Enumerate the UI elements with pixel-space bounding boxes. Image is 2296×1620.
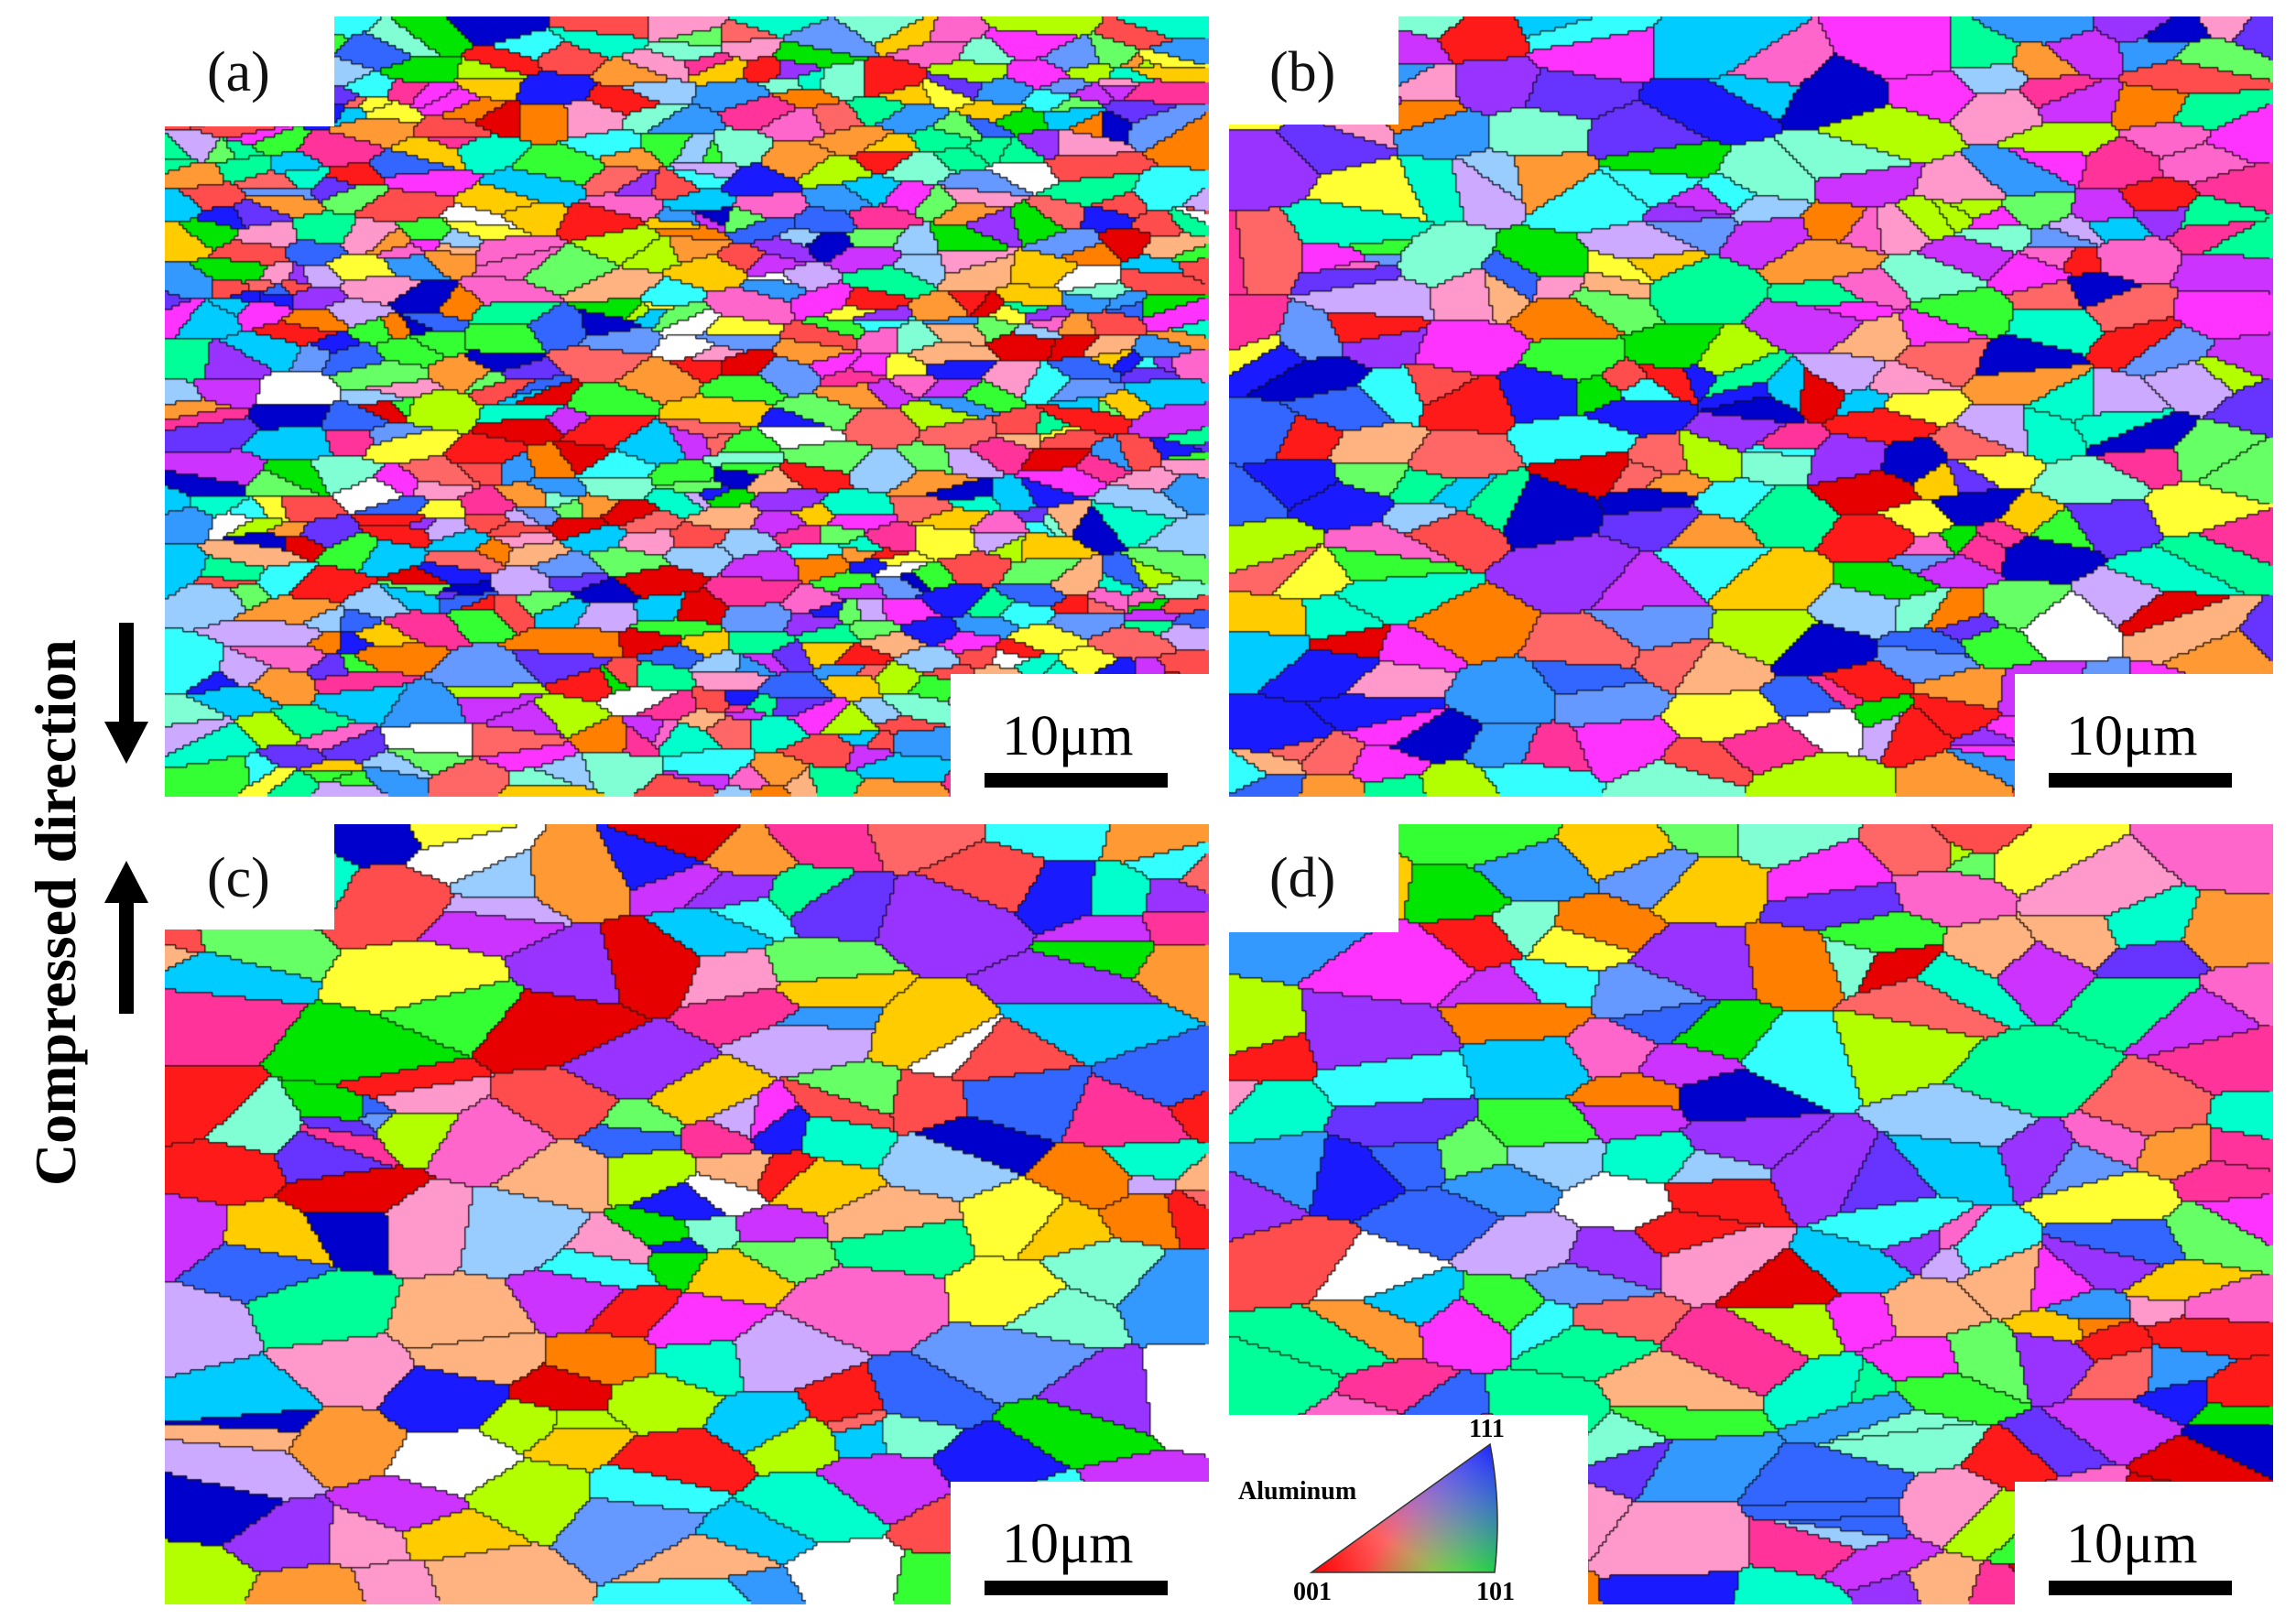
panel-label: (a) [207, 41, 270, 103]
grain-orientation-map [165, 16, 1209, 797]
legend-corner-101: 101 [1476, 1578, 1515, 1605]
arrow-up-icon [104, 861, 148, 1014]
legend-material: Aluminum [1238, 1477, 1357, 1506]
legend-corner-111: 111 [1469, 1415, 1505, 1443]
grain-orientation-map [165, 824, 1209, 1604]
ebsd-map-a: (a) 10μm [165, 16, 1209, 797]
ebsd-map-d: (d) 10μm [1229, 824, 2273, 1604]
panel-label: (d) [1269, 847, 1336, 909]
label-area-c [165, 824, 334, 930]
legend-corner-001: 001 [1293, 1578, 1332, 1605]
scale-bar [985, 1581, 1168, 1595]
ebsd-map-c: (c) 10μm [165, 824, 1209, 1604]
scale-text: 10μm [1002, 705, 1134, 767]
ipf-legend: Aluminum 111 001 101 [1229, 1415, 1588, 1604]
panel-label: (c) [207, 847, 270, 909]
label-area-b [1229, 16, 1398, 125]
scale-bar [985, 773, 1168, 788]
label-area-d [1229, 824, 1398, 932]
scale-text: 10μm [1002, 1513, 1134, 1575]
ipf-triangle [1309, 1442, 1498, 1573]
compressed-direction-label: Compressed direction [23, 639, 88, 1186]
label-area-a [165, 16, 334, 126]
ebsd-map-b: (b) 10μm [1229, 16, 2273, 797]
panel-label: (b) [1269, 41, 1336, 103]
scale-bar [2049, 1581, 2232, 1595]
scale-text: 10μm [2066, 1513, 2198, 1575]
scale-text: 10μm [2066, 705, 2198, 767]
scale-bar [2049, 773, 2232, 788]
arrow-down-icon [104, 623, 148, 764]
grain-orientation-map [1229, 16, 2273, 797]
